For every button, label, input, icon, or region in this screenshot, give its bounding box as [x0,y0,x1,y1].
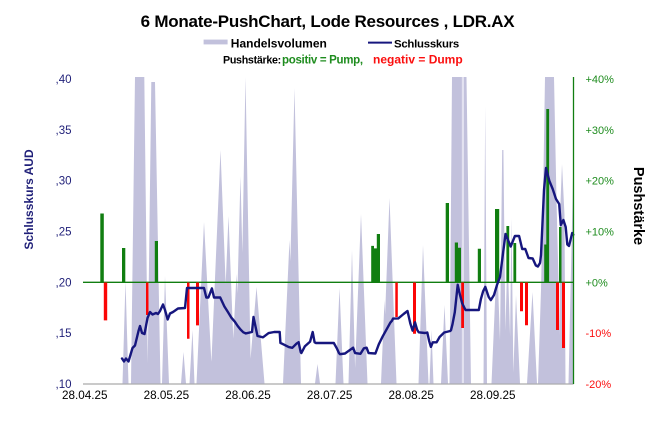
svg-text:-10%: -10% [586,328,612,340]
svg-text:+10%: +10% [586,227,615,239]
svg-text:Schlusskurs AUD: Schlusskurs AUD [22,149,36,250]
svg-text:-20%: -20% [586,379,612,391]
svg-text:negativ = Dump: negativ = Dump [373,52,463,66]
svg-text:,35: ,35 [56,125,72,137]
svg-text:,40: ,40 [56,74,72,86]
svg-text:28.07.25: 28.07.25 [307,389,353,402]
svg-text:28.04.25: 28.04.25 [62,389,108,402]
svg-text:Pushstärke:: Pushstärke: [223,54,281,66]
svg-text:28.08.25: 28.08.25 [388,389,434,402]
svg-text:,30: ,30 [56,176,72,188]
svg-text:28.06.25: 28.06.25 [225,389,271,402]
svg-text:+0%: +0% [586,277,609,289]
svg-text:,15: ,15 [56,328,72,340]
svg-text:,20: ,20 [56,277,72,289]
svg-text:+40%: +40% [586,74,615,86]
svg-text:positiv = Pump,: positiv = Pump, [282,54,363,66]
svg-text:+20%: +20% [586,176,615,188]
svg-text:Handelsvolumen: Handelsvolumen [231,36,327,50]
svg-text:28.09.25: 28.09.25 [470,389,516,402]
svg-text:Schlusskurs: Schlusskurs [394,38,459,50]
svg-text:28.05.25: 28.05.25 [144,389,190,402]
svg-text:6 Monate-PushChart, Lode Resou: 6 Monate-PushChart, Lode Resources , LDR… [141,12,516,31]
svg-text:+30%: +30% [586,125,615,137]
svg-text:,10: ,10 [56,379,72,391]
svg-text:Pushstärke: Pushstärke [630,167,646,245]
svg-text:,25: ,25 [56,227,72,239]
